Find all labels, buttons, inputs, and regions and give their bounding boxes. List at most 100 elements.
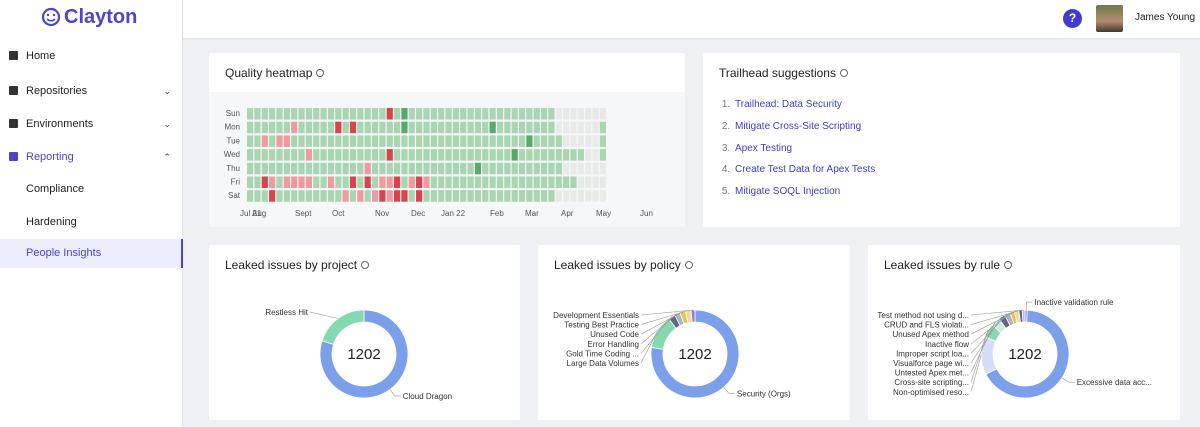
heat-cell	[342, 135, 349, 147]
suggestion: Apex Testing	[733, 143, 875, 165]
heat-cell	[269, 190, 276, 202]
heat-cell	[394, 149, 401, 161]
heat-cell	[482, 121, 489, 134]
segment-label: Large Data Volumes	[567, 359, 640, 368]
heat-cell	[445, 176, 452, 188]
heat-cell	[276, 176, 283, 188]
heat-cell	[430, 149, 437, 161]
heat-cell	[496, 162, 504, 175]
heat-cell	[467, 149, 474, 161]
heat-cell	[430, 108, 437, 120]
heat-cell	[291, 162, 298, 175]
heat-cell	[482, 190, 489, 202]
heat-cell	[599, 121, 606, 134]
heat-cell	[563, 108, 570, 120]
heat-cell	[496, 149, 504, 161]
heat-cell	[460, 135, 467, 147]
heat-cell	[408, 149, 415, 161]
heat-cell	[555, 108, 562, 120]
heat-cell	[555, 149, 562, 161]
heat-cell	[283, 190, 290, 202]
heat-cell	[313, 162, 320, 175]
heat-cell	[283, 162, 290, 175]
heat-cell	[585, 121, 592, 134]
nav-subitem[interactable]: People Insights	[0, 239, 183, 268]
nav-subitem[interactable]: Hardening	[0, 206, 183, 238]
heat-cell	[599, 190, 606, 202]
segment-label: Inactive validation rule	[1034, 298, 1114, 307]
heat-cell	[496, 121, 504, 134]
leader-line	[970, 330, 989, 383]
card-title: Leaked issues by project	[225, 258, 370, 272]
heat-cell	[394, 190, 401, 202]
nav-label: Repositories	[26, 85, 88, 97]
heat-cell	[592, 121, 599, 134]
heat-cell	[577, 190, 584, 202]
nav-subitem[interactable]: Compliance	[0, 173, 183, 205]
donut-chart: Inactive validation rule Excessive data a…	[877, 298, 1152, 399]
heat-cell	[342, 190, 349, 202]
heat-cell	[570, 108, 577, 120]
heat-cell	[386, 190, 393, 202]
heat-cell	[394, 162, 401, 175]
help-button[interactable]: ?	[1063, 9, 1082, 28]
heat-cell	[452, 162, 459, 175]
suggestion-link[interactable]: Create Test Data for Apex Tests	[735, 164, 876, 176]
suggestion-link[interactable]: Mitigate Cross-Site Scripting	[735, 120, 862, 132]
heat-cell	[335, 176, 342, 188]
heat-cell	[291, 121, 298, 134]
nav-item[interactable]: Environments ⌄	[0, 108, 183, 140]
heat-cell	[357, 190, 364, 202]
suggestion-link[interactable]: Apex Testing	[735, 142, 793, 154]
heat-cell	[254, 108, 261, 120]
heat-cell	[496, 176, 504, 188]
heat-cell	[254, 190, 261, 202]
heat-cell	[320, 162, 327, 175]
heat-cell	[349, 190, 357, 202]
heat-cell	[570, 176, 577, 188]
segment-label: Restless Hit	[265, 308, 308, 317]
heat-cell	[269, 108, 276, 120]
heat-cell	[548, 149, 555, 161]
heat-cell	[335, 162, 342, 175]
heat-cell	[489, 135, 496, 147]
day-label: Mon	[224, 123, 240, 132]
heat-cell	[269, 162, 276, 175]
heat-cell	[489, 162, 496, 175]
heat-cell	[298, 108, 305, 120]
heat-cell	[541, 162, 548, 175]
avatar[interactable]	[1096, 5, 1123, 32]
heat-cell	[467, 108, 474, 120]
heat-cell	[563, 135, 570, 147]
heat-cell	[482, 108, 489, 120]
heat-cell	[269, 176, 276, 188]
heat-cell	[548, 190, 555, 202]
segment-label: Inactive flow	[925, 340, 969, 349]
nav-item[interactable]: Home	[0, 40, 183, 72]
heat-cell	[408, 190, 415, 202]
heat-cell	[298, 149, 305, 161]
donut-segment	[985, 309, 1070, 399]
heat-cell	[548, 108, 555, 120]
heat-cell	[371, 135, 379, 147]
heat-cell	[364, 176, 371, 188]
nav-item[interactable]: Repositories ⌄	[0, 75, 183, 107]
title-text: Leaked issues by rule	[884, 258, 1001, 272]
nav-item[interactable]: Reporting ⌃	[0, 141, 183, 173]
heat-cell	[599, 135, 606, 147]
info-icon	[1004, 261, 1013, 269]
suggestion-link[interactable]: Mitigate SOQL Injection	[735, 186, 841, 198]
donut-card: Leaked issues by rule Inactive validation…	[868, 245, 1180, 420]
heat-cell	[291, 176, 298, 188]
segment-label: Excessive data acc...	[1077, 378, 1152, 387]
leader-line	[640, 313, 678, 345]
heat-cell	[313, 149, 320, 161]
heat-cell	[452, 149, 459, 161]
user-name[interactable]: James Young	[1135, 12, 1196, 23]
donut-segment	[650, 309, 740, 399]
heat-cell	[577, 108, 584, 120]
suggestion: Mitigate SOQL Injection	[733, 186, 875, 208]
suggestion-link[interactable]: Trailhead: Data Security	[735, 99, 842, 110]
heat-cell	[261, 135, 268, 147]
heat-cell	[504, 108, 511, 120]
